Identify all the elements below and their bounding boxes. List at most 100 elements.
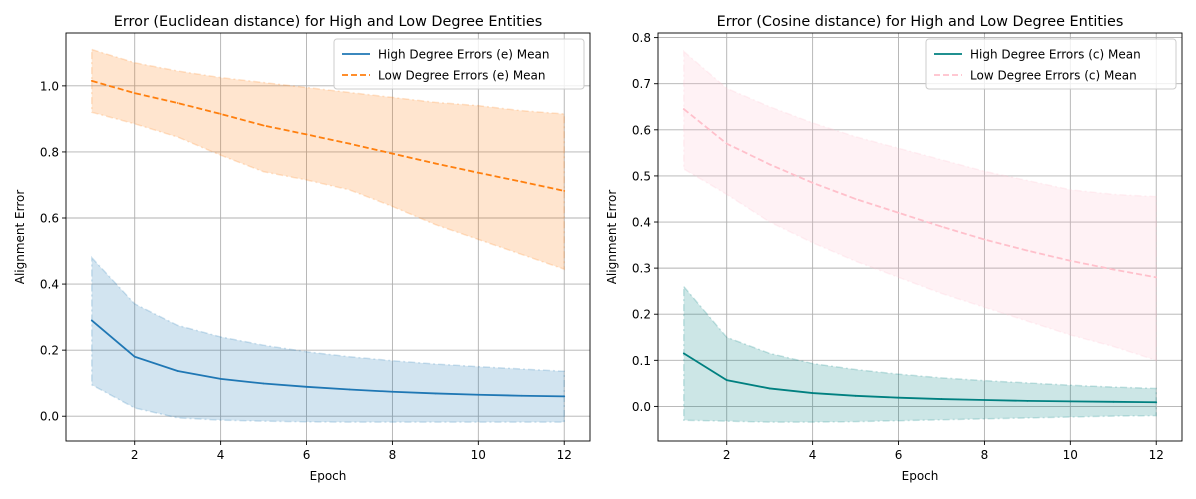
legend: High Degree Errors (c) Mean Low Degree Er… (925, 38, 1177, 90)
series-0-data-point (90, 319, 93, 322)
y-tick-label: 0.4 (632, 216, 651, 230)
series-1-mean-line (91, 80, 565, 192)
plot-frame (65, 32, 591, 442)
x-tick-label: 6 (303, 448, 311, 462)
series-1-error-band (683, 49, 1157, 362)
series-1-data-point (563, 190, 566, 192)
series-0-data-point (563, 395, 566, 398)
series-0-data-point (176, 370, 179, 372)
series-0-data-point (520, 394, 523, 397)
series-0-data-point (305, 385, 308, 388)
series-1-data-point (219, 113, 222, 115)
cosine-error-panel: 2 4 6 8 10 12 0.0 0.1 0.2 0.3 0.4 0.5 0.6 0.7 0.8 Error… (605, 14, 1183, 483)
series-0-data-point (811, 392, 814, 394)
y-tick-label: 0.0 (632, 400, 651, 414)
series-1-data-point (983, 238, 986, 241)
series-1-data-point (1026, 249, 1029, 252)
series-1-data-point (940, 225, 943, 228)
legend-box (925, 38, 1177, 90)
series-1-data-point (811, 181, 814, 184)
series-0-data-point (219, 377, 222, 380)
x-tick-label: 10 (1063, 448, 1078, 462)
series-0-mean-line (683, 352, 1157, 404)
y-tick-label: 1.0 (40, 79, 59, 93)
plot-frame (657, 32, 1183, 442)
series-1-data-point (682, 108, 685, 110)
series-1-data-point (348, 142, 351, 145)
series-0-data-point (434, 392, 437, 395)
series-0-data-point (983, 399, 986, 401)
y-axis-label: Alignment Error (605, 190, 619, 285)
series-1-mean-line (683, 108, 1157, 279)
series-0-data-point (940, 398, 943, 400)
series-0-data-point (1026, 399, 1029, 402)
series-1-data-point (520, 180, 523, 183)
y-tick-label: 0.4 (40, 278, 59, 292)
y-tick-label: 0.2 (632, 308, 651, 322)
series-0-data-point (854, 394, 857, 397)
series-0-data-point (262, 382, 265, 385)
series-0-data-point (1069, 400, 1072, 403)
y-tick-label: 0.2 (40, 344, 59, 358)
x-tick-label: 2 (131, 448, 139, 462)
series-1-data-point (176, 102, 179, 104)
legend-label-0: High Degree Errors (e) Mean (378, 48, 549, 62)
series-1-data-point (305, 133, 308, 136)
series-1-data-point (1069, 259, 1072, 262)
series-1-data-point (133, 92, 136, 95)
series-1-data-point (897, 211, 900, 214)
x-axis-label: Epoch (310, 469, 347, 483)
x-axis-label: Epoch (902, 469, 939, 483)
series-0-data-point (477, 393, 480, 396)
x-tick-label: 8 (389, 448, 397, 462)
x-tick-label: 4 (217, 448, 225, 462)
legend-label-0: High Degree Errors (c) Mean (970, 48, 1141, 62)
series-1-data-point (391, 152, 394, 155)
series-0-data-point (348, 388, 351, 391)
y-tick-label: 0.3 (632, 262, 651, 276)
series-0-mean-line (91, 319, 565, 398)
y-tick-label: 0.8 (40, 145, 59, 159)
series-1-data-point (725, 142, 728, 145)
series-0-data-point (133, 355, 136, 358)
euclidean-error-panel: 2 4 6 8 10 12 0.0 0.2 0.4 0.6 0.8 1.0 Error (Euclide… (13, 14, 591, 483)
series-0-data-point (725, 379, 728, 382)
y-tick-label: 0.6 (632, 123, 651, 137)
series-0-data-point (1155, 401, 1158, 404)
series-0-error-band (91, 255, 565, 423)
y-tick-label: 0.1 (632, 354, 651, 368)
y-axis-label: Alignment Error (13, 190, 27, 285)
series-1-data-point (1155, 276, 1158, 279)
series-0-data-point (391, 390, 394, 393)
series-1-data-point (1112, 268, 1115, 271)
y-tick-label: 0.0 (40, 410, 59, 424)
series-0-data-point (1112, 400, 1115, 403)
legend-label-1: Low Degree Errors (c) Mean (970, 69, 1137, 83)
x-tick-label: 10 (471, 448, 486, 462)
series-1-error-band (91, 48, 565, 271)
y-tick-label: 0.5 (632, 169, 651, 183)
series-0-data-point (897, 396, 900, 399)
legend: High Degree Errors (e) Mean Low Degree Er… (333, 38, 585, 90)
series-1-data-point (90, 80, 93, 82)
chart-title: Error (Cosine distance) for High and Low… (717, 14, 1124, 30)
series-1-data-point (854, 198, 857, 200)
series-1-data-point (768, 163, 771, 166)
y-tick-label: 0.7 (632, 77, 651, 91)
x-tick-label: 12 (557, 448, 572, 462)
x-tick-label: 2 (723, 448, 731, 462)
y-tick-label: 0.6 (40, 212, 59, 226)
x-tick-label: 4 (809, 448, 817, 462)
x-tick-label: 12 (1149, 448, 1164, 462)
y-tick-label: 0.8 (632, 31, 651, 45)
chart-title: Error (Euclidean distance) for High and … (114, 14, 542, 30)
series-1-data-point (434, 162, 437, 165)
series-1-data-point (477, 171, 480, 174)
series-0-error-band (683, 284, 1157, 423)
legend-box (333, 38, 585, 90)
legend-label-1: Low Degree Errors (e) Mean (378, 69, 546, 83)
series-0-data-point (768, 387, 771, 390)
series-0-data-point (682, 352, 685, 355)
x-tick-label: 8 (981, 448, 989, 462)
